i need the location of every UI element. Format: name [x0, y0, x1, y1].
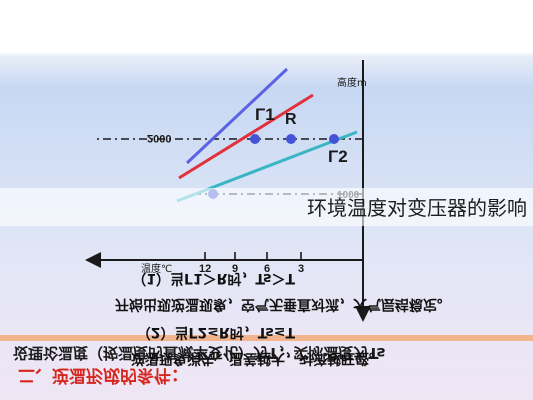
- x-axis-label: 温度℃: [141, 262, 172, 275]
- x-tick-6: 6: [264, 263, 270, 275]
- y-axis-label: 高度m: [337, 76, 367, 89]
- gamma1-label: Γ1: [255, 105, 275, 124]
- gamma2-label: Γ2: [328, 147, 348, 166]
- case2-text: 逆温现象消失，温差越大，对流越旺盛。: [131, 350, 383, 366]
- x-tick-9: 9: [232, 263, 238, 275]
- case2-heading: （2）当Γ2≤R时，Ts≤T: [136, 324, 295, 340]
- x-tick-12: 12: [199, 263, 211, 275]
- gamma1-line: [185, 67, 289, 165]
- caption-band: [0, 188, 533, 226]
- case1-heading: （1）当Γ1＞R时，Ts＞T: [132, 270, 295, 286]
- r-line: [178, 93, 314, 180]
- case1-text: 开始出现逆温现象，空气无垂直对流，大气层结稳定。: [115, 296, 451, 312]
- caption-text: 环境温度对变压器的影响: [307, 196, 527, 220]
- label-2000: 2000: [147, 132, 171, 144]
- intersection-gamma1: [250, 134, 260, 144]
- intersection-gamma2: [329, 134, 339, 144]
- intersection-r: [286, 134, 296, 144]
- r-label: R: [285, 111, 297, 128]
- x-tick-marks: [204, 252, 302, 260]
- x-tick-3: 3: [298, 263, 304, 275]
